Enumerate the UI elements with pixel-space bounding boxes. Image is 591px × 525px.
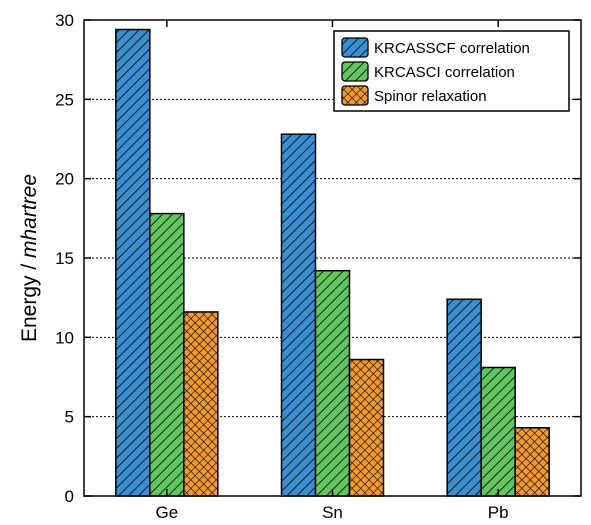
y-tick-label: 15 [55, 249, 74, 268]
y-tick-label: 10 [55, 328, 74, 347]
bar [149, 212, 185, 497]
y-axis-label: Energy / mhartree [18, 174, 41, 342]
legend-swatch [341, 37, 369, 58]
y-tick-label: 0 [65, 487, 74, 506]
y-axis: 0 5 10 15 20 25 30 [55, 11, 581, 506]
y-tick-label: 20 [55, 170, 74, 189]
bar [348, 358, 385, 497]
bar [280, 133, 317, 497]
legend-label: KRCASSCF correlation [374, 40, 530, 57]
y-tick-label: 30 [55, 11, 74, 30]
legend-items: KRCASSCF correlation KRCASCI correlation S… [341, 37, 530, 106]
x-tick-label: Pb [488, 503, 509, 522]
bar [183, 311, 219, 497]
legend-label: Spinor relaxation [374, 88, 487, 105]
bar [514, 427, 550, 497]
bars [115, 28, 550, 497]
x-tick-label: Ge [155, 503, 178, 522]
legend-swatch [341, 61, 369, 82]
legend-box [333, 30, 570, 112]
legend: KRCASSCF correlation KRCASCI correlation S… [333, 30, 570, 112]
y-tick-label: 5 [65, 408, 74, 427]
legend-label: KRCASCI correlation [374, 64, 515, 81]
x-axis: Ge Sn Pb [155, 20, 509, 522]
y-tick-label: 25 [55, 90, 74, 109]
bar [115, 28, 151, 497]
x-tick-label: Sn [322, 503, 343, 522]
bar [314, 269, 351, 497]
bar [446, 298, 482, 497]
legend-swatch [341, 85, 369, 106]
bar [480, 366, 516, 497]
